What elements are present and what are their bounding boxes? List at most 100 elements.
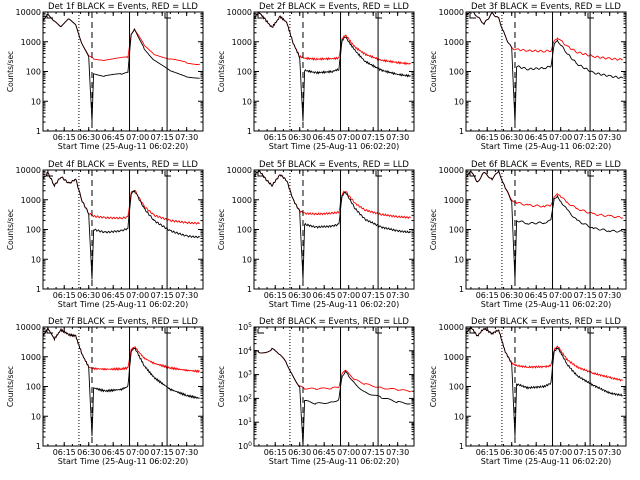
corner-mark <box>257 172 264 177</box>
y-tick-label: 100 <box>237 68 252 77</box>
y-tick-label: 100 <box>238 441 252 451</box>
y-tick-label: 1000 <box>232 196 252 205</box>
x-tick-label: 06:30 <box>500 448 523 457</box>
x-tick-label: 07:00 <box>549 291 572 300</box>
x-tick-label: 07:30 <box>386 448 409 457</box>
panel-title: Det 8f BLACK = Events, RED = LLD <box>259 317 409 327</box>
plot-frame <box>42 11 204 132</box>
panel-title: Det 2f BLACK = Events, RED = LLD <box>259 2 409 12</box>
y-axis-label: Counts/sec <box>6 51 15 92</box>
x-tick-label: 07:00 <box>337 448 360 457</box>
x-axis-label: Start Time (25-Aug-11 06:02:20) <box>269 457 400 466</box>
y-axis-label: Counts/sec <box>6 366 15 407</box>
x-tick-label: 06:30 <box>500 133 523 142</box>
y-axis-label: Counts/sec <box>217 51 226 92</box>
x-tick-label: 07:30 <box>175 291 198 300</box>
x-tick-label: 06:30 <box>77 133 100 142</box>
x-axis-label: Start Time (25-Aug-11 06:02:20) <box>58 457 189 466</box>
series-events-line <box>254 347 411 447</box>
x-tick-label: 06:15 <box>264 291 287 300</box>
x-tick-label: 07:00 <box>126 133 149 142</box>
x-tick-label: 07:15 <box>362 291 385 300</box>
y-tick-label: 100 <box>449 383 464 392</box>
x-axis-label: Start Time (25-Aug-11 06:02:20) <box>481 457 612 466</box>
x-tick-label: 06:30 <box>288 291 311 300</box>
x-axis-label: Start Time (25-Aug-11 06:02:20) <box>481 300 612 309</box>
y-tick-label: 10 <box>31 255 41 264</box>
corner-mark <box>46 14 53 19</box>
y-axis-label: Counts/sec <box>429 366 438 407</box>
y-tick-label: 101 <box>238 417 252 427</box>
y-tick-label: 105 <box>238 322 252 332</box>
x-tick-label: 06:45 <box>313 448 336 457</box>
series-lld-line <box>42 13 201 66</box>
x-tick-label: 07:15 <box>574 291 597 300</box>
x-tick-label: 07:15 <box>574 448 597 457</box>
panel-title: Det 7f BLACK = Events, RED = LLD <box>48 317 198 327</box>
x-tick-label: 07:15 <box>574 133 597 142</box>
y-tick-label: 1000 <box>21 353 41 362</box>
panel-title: Det 1f BLACK = Events, RED = LLD <box>48 2 198 12</box>
series-events-line <box>253 11 411 122</box>
y-tick-label: 1 <box>36 127 41 136</box>
y-tick-label: 100 <box>26 226 41 235</box>
x-tick-label: 07:30 <box>175 133 198 142</box>
x-tick-label: 06:15 <box>53 448 76 457</box>
y-axis-label: Counts/sec <box>429 51 438 92</box>
x-tick-label: 07:15 <box>151 448 174 457</box>
corner-mark <box>375 171 382 177</box>
x-tick-label: 07:30 <box>598 133 621 142</box>
y-tick-label: 10000 <box>16 323 41 332</box>
plot-frame <box>465 11 627 132</box>
x-axis-label: Start Time (25-Aug-11 06:02:20) <box>481 142 612 151</box>
x-tick-label: 07:15 <box>151 291 174 300</box>
y-tick-label: 10 <box>242 97 252 106</box>
y-tick-label: 1 <box>459 127 464 136</box>
y-tick-label: 102 <box>238 393 252 403</box>
y-tick-label: 100 <box>237 226 252 235</box>
y-tick-label: 1000 <box>21 196 41 205</box>
x-tick-label: 06:45 <box>525 448 548 457</box>
y-tick-label: 10 <box>454 412 464 421</box>
y-tick-label: 100 <box>449 68 464 77</box>
y-tick-label: 10 <box>31 412 41 421</box>
x-axis-label: Start Time (25-Aug-11 06:02:20) <box>58 142 189 151</box>
corner-mark <box>257 14 264 19</box>
series-events-line <box>42 13 200 123</box>
x-tick-label: 06:15 <box>476 291 499 300</box>
x-tick-label: 06:30 <box>77 291 100 300</box>
x-tick-label: 07:00 <box>126 448 149 457</box>
y-tick-label: 10000 <box>439 166 464 175</box>
x-tick-label: 07:00 <box>126 291 149 300</box>
y-tick-label: 1 <box>459 442 464 451</box>
x-tick-label: 06:45 <box>102 291 125 300</box>
series-events-line <box>253 169 412 281</box>
x-tick-label: 06:15 <box>476 448 499 457</box>
panel-det-7f: Det 7f BLACK = Events, RED = LLD 06:15 06:… <box>6 317 204 466</box>
x-tick-label: 07:30 <box>598 291 621 300</box>
x-tick-label: 06:30 <box>77 448 100 457</box>
plot-frame <box>42 326 204 447</box>
corner-mark <box>257 329 264 334</box>
y-tick-label: 10000 <box>16 8 41 17</box>
x-tick-label: 07:15 <box>151 133 174 142</box>
y-tick-label: 1 <box>247 285 252 294</box>
y-tick-label: 103 <box>238 370 252 380</box>
corner-mark <box>164 13 171 19</box>
plot-frame <box>42 169 204 290</box>
y-tick-label: 10 <box>31 97 41 106</box>
y-tick-label: 1000 <box>21 38 41 47</box>
x-tick-label: 06:15 <box>264 448 287 457</box>
series-lld-line <box>42 171 200 225</box>
corner-mark <box>46 172 53 177</box>
y-tick-label: 1000 <box>232 38 252 47</box>
x-tick-label: 07:30 <box>175 448 198 457</box>
x-tick-label: 07:30 <box>598 448 621 457</box>
panel-title: Det 9f BLACK = Events, RED = LLD <box>471 317 621 327</box>
y-axis-label: Counts/sec <box>217 366 226 407</box>
plot-frame <box>253 326 415 447</box>
series-events-line <box>42 171 201 280</box>
